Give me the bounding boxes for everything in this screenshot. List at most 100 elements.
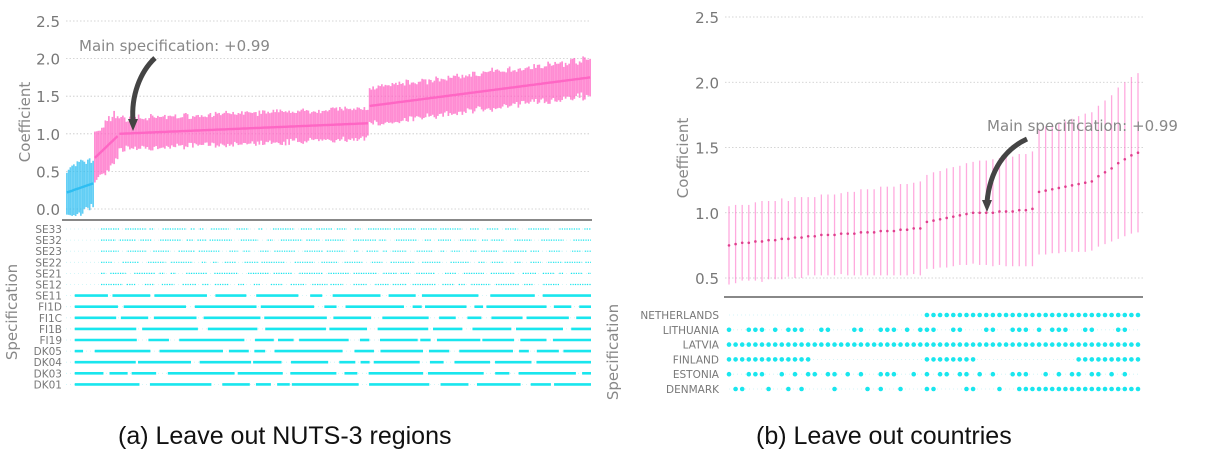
panel-b-row-dot	[1010, 342, 1015, 347]
panel-b-row-dot	[845, 342, 851, 347]
panel-b-row-dot	[1089, 357, 1095, 362]
panel-b-row-dot	[1115, 312, 1121, 318]
panel-b-y-tick-label: 1.0	[695, 205, 719, 223]
panel-b-point	[899, 228, 902, 232]
panel-b-row-dot	[970, 357, 976, 362]
panel-b-row-dot	[950, 312, 956, 318]
panel-b-point	[1011, 210, 1014, 213]
panel-b-point	[912, 227, 916, 230]
panel-b-point	[1090, 180, 1094, 183]
panel-b-row-dot	[1003, 312, 1009, 318]
panel-a-coef-line	[66, 76, 591, 194]
panel-b-row-dot	[977, 342, 982, 347]
panel-b-row-dot	[1135, 357, 1141, 362]
panel-b-row-dot	[1089, 342, 1095, 347]
panel-b-row-dot	[805, 357, 811, 362]
panel-a-chart: 0.0 0.5 1.0 1.5 2.0 2.5 Coefficient Main spec…	[3, 13, 592, 391]
panel-b-y-tick-label: 0.5	[695, 270, 719, 288]
panel-a-row-label: SE32	[35, 235, 62, 247]
panel-b-row-dot	[878, 342, 884, 347]
panel-b-row-dot	[726, 357, 732, 362]
panel-b-row-dot	[733, 357, 738, 362]
panel-b-row-dot	[924, 357, 930, 362]
panel-b-row-dot	[1082, 342, 1088, 347]
panel-b-row-dot	[753, 357, 758, 362]
panel-b-point	[879, 229, 883, 233]
panel-b-row-dot	[779, 342, 785, 347]
panel-b-row-dot	[1056, 386, 1062, 392]
panel-b-annotation: Main specification: +0.99	[982, 117, 1178, 212]
panel-b-row-dot	[746, 371, 752, 377]
panel-b-row-dot	[990, 342, 996, 347]
panel-b-row-dot	[944, 357, 949, 362]
panel-b-row-dot	[1096, 386, 1101, 392]
panel-b-row-dot	[779, 371, 785, 377]
panel-a-row-label: FI1C	[39, 313, 62, 325]
panel-b-row-dot	[1076, 342, 1081, 347]
panel-b-point	[839, 232, 843, 235]
panel-b-row-dot	[1003, 342, 1009, 347]
panel-b-row-dot	[944, 342, 949, 347]
panel-b-row-dot	[957, 342, 963, 347]
panel-b-point	[991, 211, 995, 215]
panel-b-row-dot	[759, 357, 765, 362]
panel-b-point	[1077, 182, 1080, 186]
panel-b-y-tick-label: 2.5	[695, 9, 719, 27]
panel-b-row-dot	[1063, 327, 1068, 333]
panel-b-row-dot	[950, 342, 956, 347]
panel-b-row-dot	[898, 342, 903, 347]
panel-b-row-dot	[1115, 342, 1121, 347]
panel-b-row-dot	[739, 386, 745, 392]
panel-b-row-dot	[1016, 312, 1022, 318]
panel-b-row-dot	[937, 371, 943, 377]
panel-b-row-dot	[858, 342, 864, 347]
panel-b-row-dot	[1043, 312, 1048, 318]
panel-b-row-dot	[1129, 357, 1134, 362]
panel-b-row-dot	[759, 342, 765, 347]
panel-b-row-dot	[990, 312, 996, 318]
panel-b-row-dot	[792, 327, 798, 333]
panel-b-row-dot	[1076, 371, 1081, 377]
panel-b-row-dot	[1109, 357, 1114, 362]
panel-b-row-dot	[964, 386, 969, 392]
panel-b-row-dot	[997, 342, 1002, 347]
panel-b-point	[820, 233, 823, 237]
panel-b-row-dot	[746, 327, 752, 333]
panel-b-row-dot	[832, 386, 837, 392]
panel-b-row-dot	[918, 342, 923, 347]
panel-b-arrowhead	[982, 200, 992, 212]
panel-b-row-dot	[990, 327, 996, 333]
panel-b-row-dot	[812, 371, 818, 377]
panel-b-row-dot	[1122, 327, 1128, 333]
panel-b-spec-label: Specification	[604, 304, 622, 400]
panel-b-row-dot	[977, 312, 982, 318]
panel-b-row-dot	[1082, 327, 1088, 333]
panel-b-row-dot	[1082, 386, 1088, 392]
panel-b-row-dot	[1036, 386, 1042, 392]
panel-b-row-dot	[931, 342, 936, 347]
panel-b-row-dot	[983, 312, 989, 318]
panel-b-row-dot	[1122, 357, 1128, 362]
panel-b-row-dot	[792, 342, 798, 347]
panel-a-spec-label: Specification	[3, 264, 21, 360]
panel-b-row-dot	[931, 312, 936, 318]
panel-b-point	[760, 240, 764, 243]
panel-b-y-tick-label: 1.5	[695, 140, 719, 158]
panel-b-point	[951, 215, 955, 218]
panel-b-row-dot	[970, 386, 976, 392]
panel-a-coef-segment	[369, 76, 591, 108]
panel-b-row-dot	[885, 342, 890, 347]
panel-b-row-dot	[1049, 386, 1055, 392]
panel-b-point	[998, 210, 1001, 213]
panel-b-row-dot	[997, 312, 1002, 318]
panel-b-row-dot	[1069, 386, 1075, 392]
panel-a-arrowhead	[128, 119, 138, 131]
panel-b-point	[905, 228, 909, 232]
panel-b-row-dot	[786, 386, 791, 392]
panel-b-point	[833, 233, 836, 237]
panel-b-point	[886, 229, 889, 233]
panel-a-annotation: Main specification: +0.99	[79, 37, 270, 131]
panel-b-row-dot	[852, 342, 857, 347]
panel-b-point	[826, 233, 830, 237]
panel-b-point	[773, 238, 777, 242]
